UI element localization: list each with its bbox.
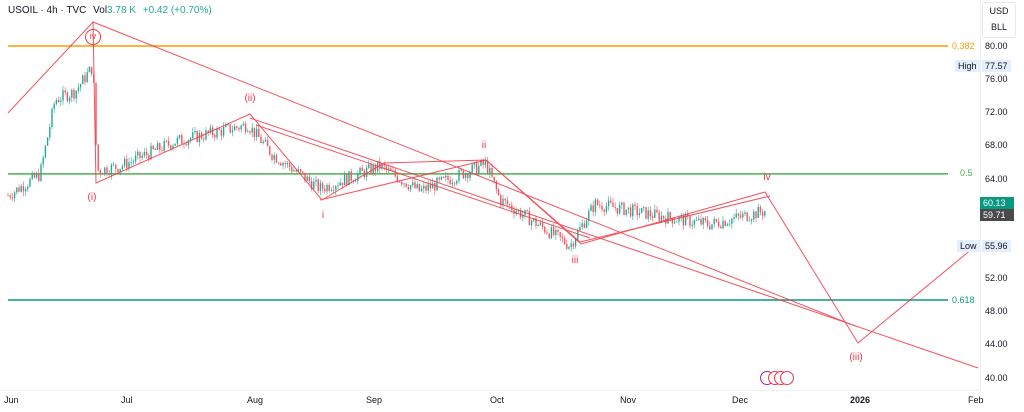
time-tick: Aug — [247, 395, 264, 405]
last-price-badge: 60.13 — [980, 197, 1014, 209]
price-tick: 40.00 — [985, 373, 1008, 383]
price-tick: 80.00 — [985, 41, 1008, 51]
symbol-title: USOIL · 4h · TVC — [8, 5, 87, 16]
wave-label-i: i — [321, 210, 325, 221]
time-tick: Dec — [732, 395, 749, 405]
price-tick: 68.00 — [985, 140, 1008, 150]
time-tick: Sep — [366, 395, 383, 405]
time-tick: Jul — [121, 395, 133, 405]
time-tick: Feb — [968, 395, 984, 405]
wave-label-iv: iv — [763, 172, 771, 183]
time-tick: Oct — [490, 395, 505, 405]
currency-label: USD — [989, 6, 1009, 16]
volume-label: Vol — [93, 5, 108, 16]
price-tick: 72.00 — [985, 107, 1008, 117]
high-value: 77.57 — [982, 60, 1011, 72]
price-tick: 64.00 — [985, 174, 1008, 184]
time-tick: Jun — [4, 395, 19, 405]
high-label: High — [955, 60, 980, 72]
wave-label-ii: ii — [481, 140, 487, 151]
fib-label-05: 0.5 — [960, 168, 973, 178]
fib-label-0618: 0.618 — [952, 295, 975, 305]
low-value: 55.96 — [982, 240, 1011, 252]
fib-label-0382: 0.382 — [952, 41, 975, 51]
price-tick: 52.00 — [985, 273, 1008, 283]
time-tick: Nov — [620, 395, 637, 405]
volume-value: 3.78 K — [107, 5, 136, 16]
unit-label: BLL — [990, 22, 1007, 32]
price-change: +0.42 (+0.70%) — [142, 5, 212, 16]
price-tick: 44.00 — [985, 339, 1008, 349]
us-flag-event-icon[interactable] — [780, 371, 794, 385]
fib-lines — [8, 45, 948, 301]
time-axis[interactable] — [0, 390, 980, 391]
price-tick: 76.00 — [985, 74, 1008, 84]
prev-price-badge: 59.71 — [980, 209, 1014, 221]
price-tick: 48.00 — [985, 306, 1008, 316]
wave-label-iii: iii — [571, 255, 579, 266]
wave-label-iv-circled: iv — [85, 29, 101, 45]
wave-label-ii-paren: (ii) — [244, 93, 256, 104]
time-tick: 2026 — [850, 395, 871, 405]
currency-unit-box[interactable]: USD BLL — [982, 2, 1016, 38]
elliott-wave-drawings[interactable] — [7, 20, 979, 369]
wave-label-iii-paren: (iii) — [849, 352, 863, 363]
wave-label-i-paren: (i) — [87, 192, 97, 203]
symbol-legend: USOIL · 4h · TVC Vol3.78 K +0.42 (+0.70%… — [8, 5, 212, 16]
economic-events[interactable] — [760, 371, 796, 385]
price-axis[interactable] — [980, 0, 1024, 390]
price-chart[interactable] — [0, 0, 980, 390]
low-label: Low — [957, 240, 980, 252]
